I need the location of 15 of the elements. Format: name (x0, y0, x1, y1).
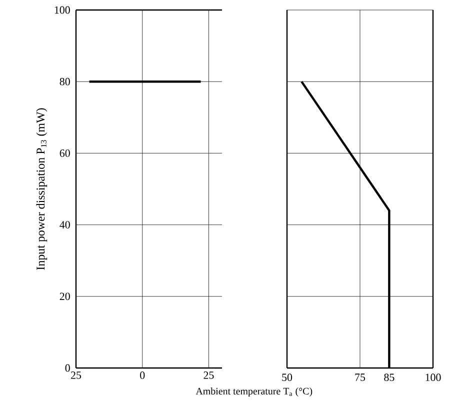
x-tick-label: 100 (426, 374, 441, 382)
x-tick-label: 75 (355, 374, 366, 381)
x-tick-label: 50 (282, 374, 292, 382)
y-tick-label: 80 (60, 78, 70, 86)
x-tick-label: 25 (204, 372, 214, 379)
y-tick-label: 40 (60, 221, 70, 228)
x-axis-title: Ambient temperature T$_{a}$ (°C) (196, 388, 312, 397)
x-tick-label: 25 (71, 372, 82, 379)
y-tick-label: 100 (54, 6, 70, 14)
x-tick-label: 0 (140, 372, 145, 379)
y-tick-label: 60 (60, 150, 70, 157)
y-tick-label: 0 (65, 364, 70, 372)
x-tick-label: 85 (384, 374, 394, 382)
y-tick-label: 20 (60, 292, 70, 300)
y-axis-title: Input power dissipation P$_{13}$ (mW) (36, 108, 48, 270)
